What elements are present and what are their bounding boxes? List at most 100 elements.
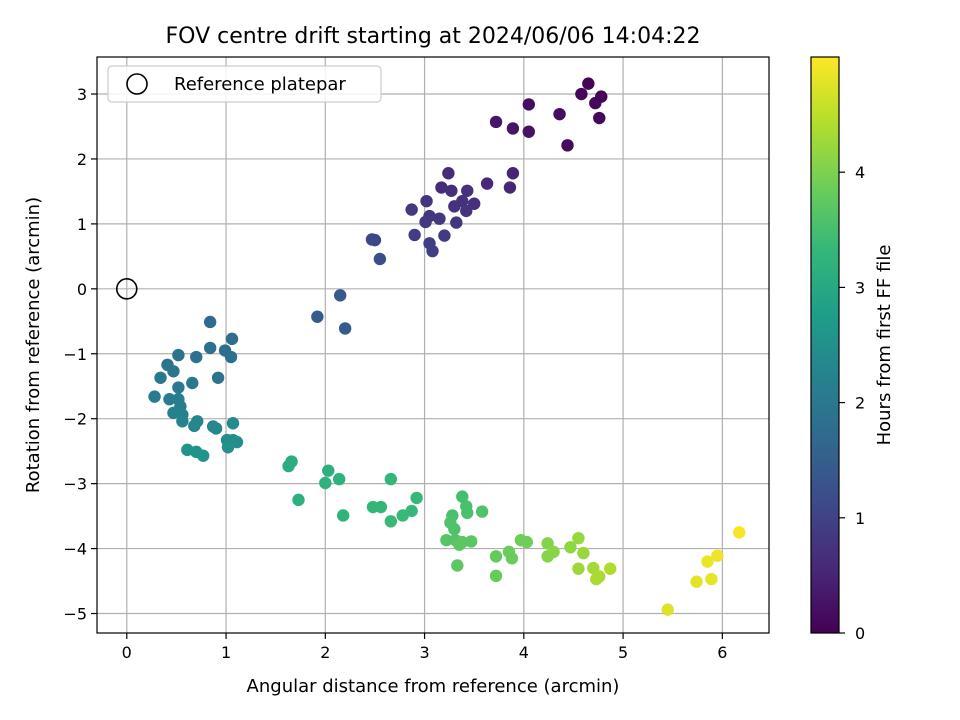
scatter-point [419,215,432,229]
reference-platepar-marker [115,278,138,300]
colorbar-label: Hours from first FF file [874,245,895,446]
plot-background [97,57,769,633]
scatter-point [705,572,718,586]
scatter-point [505,552,519,565]
scatter-point [475,505,489,518]
scatter-point [442,167,455,180]
legend-marker-reference [126,73,148,95]
colorbar-gradient [810,56,840,634]
y-tick-label: −4 [63,540,87,559]
legend: Reference platepar [107,65,382,103]
scatter-point [461,506,474,520]
scatter-point [224,350,238,364]
y-axis-label: Rotation from reference (arcmin) [23,197,44,493]
scatter-point [541,550,554,563]
x-tick-label: 0 [122,643,132,662]
colorbar-tick-label: 3 [855,278,865,297]
x-tick-label: 4 [519,643,529,662]
scatter-point [338,322,352,335]
scatter-point [467,197,481,210]
y-tick-label: 2 [77,150,87,169]
scatter-point [690,575,703,588]
scatter-point [433,212,446,225]
scatter-point [582,77,595,90]
y-tick-label: −1 [63,345,87,364]
scatter-point [374,500,388,514]
scatter-point [733,526,746,539]
scatter-point [448,522,461,536]
scatter-point [711,549,724,562]
scatter-point [438,229,451,242]
plot-frame [96,56,770,634]
scatter-point [292,493,305,507]
scatter-point [461,184,474,197]
scatter-point [593,111,606,125]
y-axis-ticks: −5 −4 −3 −2 −1 0 1 2 3 [63,85,97,624]
x-tick-label: 5 [618,643,628,662]
scatter-point [396,509,409,522]
scatter-point [450,216,463,229]
scatter-point [577,546,590,560]
scatter-point [561,139,574,152]
colorbar: 0 1 2 3 4 Hours from first FF file [810,56,895,643]
y-tick-label: 0 [77,280,87,299]
scatter-point [336,509,350,522]
scatter-point [333,289,347,302]
scatter-point [460,204,473,218]
y-tick-label: −2 [63,410,87,429]
scatter-point [368,233,382,247]
scatter-point [311,310,324,323]
scatter-point [176,415,189,428]
scatter-point [203,315,217,329]
scatter-point [322,464,335,477]
scatter-point [701,555,714,568]
scatter-point [506,167,520,180]
scatter-point [148,390,161,403]
scatter-point [506,122,520,135]
scatter-point [163,393,176,406]
y-tick-label: −5 [63,605,87,624]
scatter-points [148,77,746,616]
scatter-point [197,449,210,462]
x-axis-label: Angular distance from reference (arcmin) [247,676,620,697]
scatter-point [373,252,387,266]
chart-title: FOV centre drift starting at 2024/06/06 … [166,24,701,49]
legend-entry-reference: Reference platepar [174,74,346,95]
scatter-point [456,490,469,503]
scatter-point [465,535,478,548]
scatter-point [448,200,461,213]
scatter-point [225,332,239,346]
colorbar-ticks: 0 1 2 3 4 [839,163,865,643]
colorbar-tick-label: 2 [855,394,865,413]
scatter-point [572,562,585,575]
scatter-point [564,541,577,554]
scatter-point [188,419,201,433]
legend-box [107,65,382,103]
scatter-point [384,472,398,486]
scatter-point [451,559,464,572]
scatter-point [489,550,503,563]
scatter-point [426,244,439,258]
y-tick-label: −3 [63,475,87,494]
plot-area: 0 1 2 3 4 5 6 −5 −4 −3 −2 −1 0 1 2 3 [63,56,770,662]
scatter-point [405,203,418,216]
scatter-point [553,107,566,121]
scatter-point [167,365,180,378]
scatter-point [209,422,223,435]
scatter-point [589,96,602,110]
scatter-point [440,533,453,547]
x-tick-label: 6 [717,643,727,662]
scatter-point [522,125,535,138]
scatter-point [489,115,503,129]
scatter-point [203,341,217,355]
scatter-point [172,348,185,362]
scatter-point [420,194,433,208]
colorbar-tick-label: 4 [855,163,865,182]
scatter-point [520,535,534,549]
colorbar-tick-label: 0 [855,624,865,643]
scatter-point [572,531,585,545]
scatter-point [522,98,535,111]
scatter-point [190,350,203,364]
x-tick-label: 2 [320,643,330,662]
